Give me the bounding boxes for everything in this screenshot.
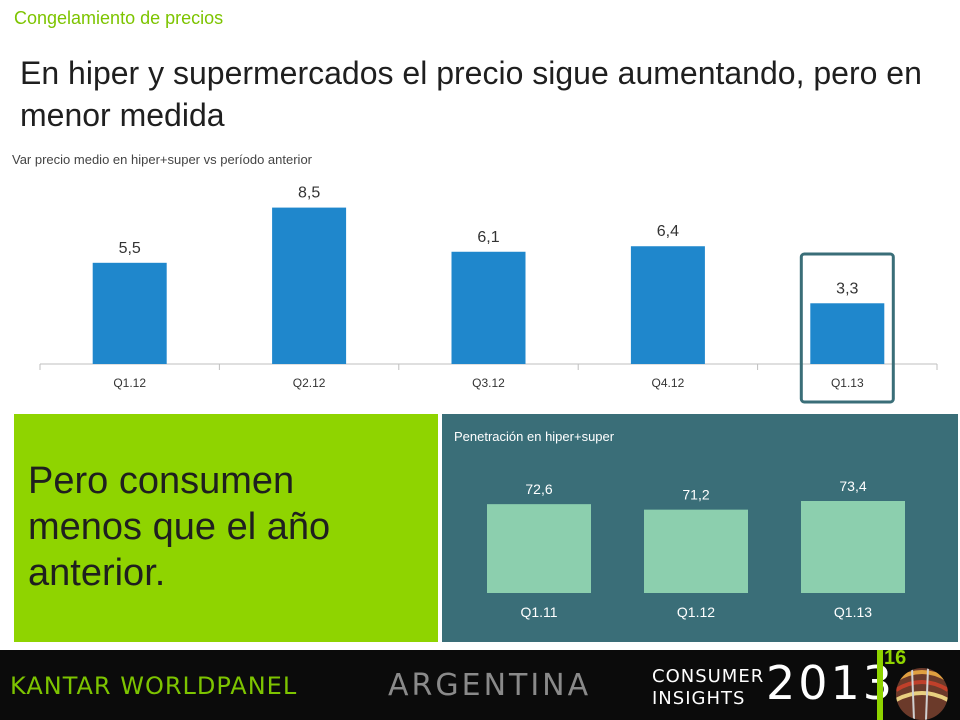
price-value-label: 5,5	[119, 240, 141, 257]
headline: En hiper y supermercados el precio sigue…	[20, 55, 922, 133]
penetration-value-label: 72,6	[525, 481, 552, 497]
insights-label: INSIGHTS	[652, 688, 746, 709]
price-bar	[451, 251, 526, 364]
penetration-bar	[487, 504, 591, 593]
price-bar	[92, 262, 167, 364]
page-number: 16	[884, 647, 907, 669]
price-value-label: 6,4	[657, 223, 679, 240]
penetration-category-label: Q1.11	[520, 604, 557, 620]
price-variation-chart: 5,5 Q1.12 8,5 Q2.12 6,1 Q3.12 6,4 Q4.12 3,3 Q1.13	[39, 185, 938, 404]
price-category-label: Q3.12	[472, 376, 505, 390]
price-chart-title: Var precio medio en hiper+super vs perío…	[12, 152, 313, 167]
penetration-category-label: Q1.12	[677, 604, 715, 620]
price-bar	[272, 207, 347, 364]
penetration-bar	[801, 501, 905, 593]
price-category-label: Q1.13	[831, 376, 864, 390]
year-label: 2013	[766, 656, 896, 710]
penetration-bar	[644, 509, 748, 593]
price-bar	[810, 303, 885, 364]
kantar-worldpanel-logo: KANTAR WORLDPANEL	[10, 672, 298, 700]
penetration-category-label: Q1.13	[834, 604, 872, 620]
penetration-chart-title: Penetración en hiper+super	[454, 429, 615, 444]
consumption-panel	[14, 414, 438, 642]
price-category-label: Q1.12	[113, 376, 146, 390]
section-tag: Congelamiento de precios	[14, 8, 224, 28]
consumer-label: CONSUMER	[652, 666, 765, 687]
price-category-label: Q4.12	[652, 376, 685, 390]
footer-bar	[0, 650, 960, 720]
penetration-value-label: 73,4	[839, 478, 866, 494]
price-value-label: 8,5	[298, 185, 320, 202]
price-category-label: Q2.12	[293, 376, 326, 390]
price-value-label: 6,1	[477, 229, 499, 246]
highlight-box	[799, 252, 895, 404]
globe-icon	[896, 668, 948, 720]
consumption-message: Pero consumen menos que el año anterior.	[28, 460, 331, 594]
penetration-value-label: 71,2	[682, 487, 709, 503]
price-value-label: 3,3	[836, 280, 858, 297]
country-label: ARGENTINA	[388, 668, 592, 703]
price-bar	[630, 246, 705, 364]
footer-divider	[877, 650, 883, 720]
